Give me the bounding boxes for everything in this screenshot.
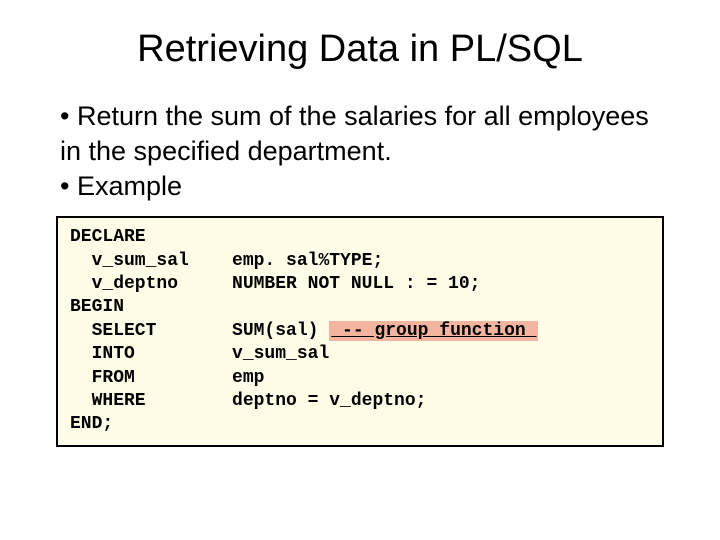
bullet-list: • Return the sum of the salaries for all…: [50, 99, 670, 204]
bullet-item: • Return the sum of the salaries for all…: [60, 99, 660, 169]
code-line: SELECT SUM(sal) -- group function: [70, 320, 650, 343]
code-line: v_sum_sal emp. sal%TYPE;: [70, 250, 650, 273]
code-line: BEGIN: [70, 296, 650, 319]
code-line: INTO v_sum_sal: [70, 343, 650, 366]
code-line: WHERE deptno = v_deptno;: [70, 390, 650, 413]
code-line: v_deptno NUMBER NOT NULL : = 10;: [70, 273, 650, 296]
code-text: SELECT SUM(sal): [70, 321, 329, 341]
code-line: DECLARE: [70, 226, 650, 249]
code-line: FROM emp: [70, 367, 650, 390]
slide-title: Retrieving Data in PL/SQL: [50, 28, 670, 71]
code-highlight: -- group function: [329, 321, 538, 341]
bullet-item: • Example: [60, 169, 660, 204]
code-example-box: DECLARE v_sum_sal emp. sal%TYPE; v_deptn…: [56, 216, 664, 447]
code-line: END;: [70, 413, 650, 436]
